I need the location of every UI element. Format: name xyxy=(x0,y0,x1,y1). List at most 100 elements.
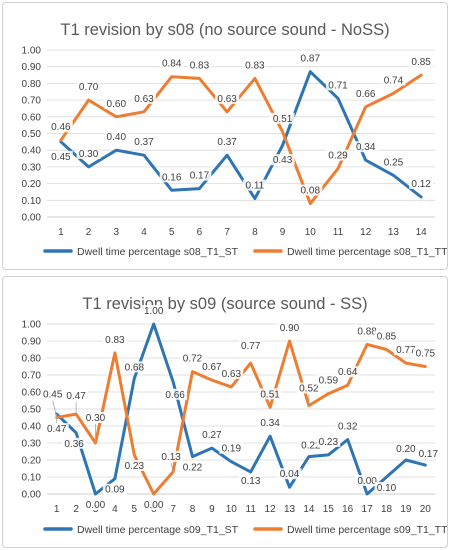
data-label: 0.20 xyxy=(396,444,416,455)
data-label-background xyxy=(413,347,438,359)
data-label: 0.83 xyxy=(190,60,210,71)
data-label-background xyxy=(64,390,89,402)
y-tick-label: 0.40 xyxy=(22,146,42,157)
data-label: 0.72 xyxy=(183,354,203,365)
legend-label: Dwell time percentage s08_T1_ST xyxy=(77,246,239,258)
data-label: 0.90 xyxy=(280,323,300,334)
data-label-background xyxy=(83,499,108,510)
y-tick-label: 0.10 xyxy=(22,196,42,207)
data-label: 0.17 xyxy=(190,171,210,182)
x-tick-label: 14 xyxy=(303,504,315,515)
data-label: 0.11 xyxy=(245,181,264,192)
x-tick-label: 15 xyxy=(323,504,335,515)
data-label: 0.17 xyxy=(419,449,439,460)
y-tick-label: 0.70 xyxy=(22,371,42,382)
data-label: 0.12 xyxy=(411,179,431,190)
x-tick-label: 8 xyxy=(190,504,196,515)
data-label-background xyxy=(104,131,129,143)
data-label: 0.71 xyxy=(328,80,348,91)
x-tick-label: 13 xyxy=(284,504,296,515)
data-label: 0.67 xyxy=(202,362,222,373)
data-label: 0.27 xyxy=(202,430,222,441)
data-label: 0.83 xyxy=(245,60,265,71)
x-tick-label: 17 xyxy=(362,504,374,515)
data-label: 0.87 xyxy=(301,54,321,65)
data-label-background xyxy=(355,325,380,337)
data-label-background xyxy=(76,81,101,93)
x-tick-label: 14 xyxy=(416,227,428,238)
x-tick-label: 11 xyxy=(246,504,257,515)
data-label: 0.45 xyxy=(43,390,63,401)
y-tick-label: 1.00 xyxy=(22,46,42,57)
x-tick-label: 19 xyxy=(400,504,412,515)
data-label-background xyxy=(316,374,341,386)
data-label-background xyxy=(393,344,418,356)
x-tick-label: 9 xyxy=(280,227,286,238)
x-tick-label: 20 xyxy=(420,504,432,515)
data-label: 0.23 xyxy=(319,437,339,448)
label-leader-line xyxy=(52,400,58,418)
data-label: 0.52 xyxy=(299,384,319,395)
x-tick-label: 18 xyxy=(381,504,393,515)
y-tick-label: 0.00 xyxy=(22,490,42,501)
data-label: 1.00 xyxy=(144,306,164,317)
data-label: 0.00 xyxy=(144,500,164,511)
x-tick-label: 6 xyxy=(197,227,203,238)
data-label: 0.85 xyxy=(377,332,397,343)
data-label-background xyxy=(180,352,205,364)
data-label-background xyxy=(298,52,323,64)
legend-label: Dwell time percentage s09_T1_TT xyxy=(287,524,447,536)
data-label-background xyxy=(215,92,240,104)
x-tick-label: 1 xyxy=(58,227,64,238)
data-label: 0.51 xyxy=(260,389,280,400)
data-label-background xyxy=(296,382,321,394)
y-tick-label: 0.70 xyxy=(22,96,42,107)
y-tick-label: 1.00 xyxy=(22,320,42,331)
y-tick-label: 0.40 xyxy=(22,422,42,433)
x-tick-label: 10 xyxy=(305,227,317,238)
data-label: 0.10 xyxy=(377,483,397,494)
data-label-background xyxy=(298,439,323,451)
data-label: 0.22 xyxy=(301,441,321,452)
x-tick-label: 2 xyxy=(73,504,79,515)
x-tick-label: 5 xyxy=(132,504,138,515)
y-tick-label: 0.20 xyxy=(22,179,42,190)
data-label-background xyxy=(381,74,406,86)
chart-panel-s08: T1 revision by s08 (no source sound - No… xyxy=(2,2,448,270)
x-tick-label: 2 xyxy=(86,227,92,238)
data-label-background xyxy=(298,184,323,196)
series-line-tt xyxy=(59,73,423,206)
data-label: 0.60 xyxy=(107,99,127,110)
data-label: 0.19 xyxy=(222,444,242,455)
x-tick-label: 7 xyxy=(170,504,176,515)
data-label: 0.88 xyxy=(357,326,377,337)
data-label: 0.08 xyxy=(301,186,321,197)
data-label-background xyxy=(48,150,73,162)
data-label: 0.34 xyxy=(260,418,280,429)
data-label-background xyxy=(277,468,302,480)
data-label-background xyxy=(62,437,87,449)
data-label: 0.83 xyxy=(105,335,125,346)
data-label: 0.00 xyxy=(357,476,377,487)
data-label: 0.51 xyxy=(273,114,293,125)
data-label-background xyxy=(219,442,244,454)
data-label: 0.37 xyxy=(134,137,154,148)
data-label: 0.63 xyxy=(222,369,242,380)
data-label-background xyxy=(163,388,188,400)
chart-s08: T1 revision by s08 (no source sound - No… xyxy=(22,21,447,258)
y-tick-label: 0.80 xyxy=(22,354,42,365)
x-tick-label: 13 xyxy=(388,227,400,238)
data-label-background xyxy=(44,423,69,435)
data-label-background xyxy=(187,59,212,71)
y-tick-label: 0.60 xyxy=(22,112,42,123)
data-label-background xyxy=(102,333,127,345)
data-label: 0.16 xyxy=(162,172,182,183)
y-tick-label: 0.50 xyxy=(22,129,42,140)
data-label: 0.74 xyxy=(384,75,404,86)
data-label: 0.43 xyxy=(273,155,293,166)
data-label: 0.63 xyxy=(217,94,237,105)
data-label: 0.00 xyxy=(86,500,106,511)
data-label-background xyxy=(83,412,108,423)
y-tick-label: 0.20 xyxy=(22,456,42,467)
data-label-background xyxy=(238,474,263,486)
